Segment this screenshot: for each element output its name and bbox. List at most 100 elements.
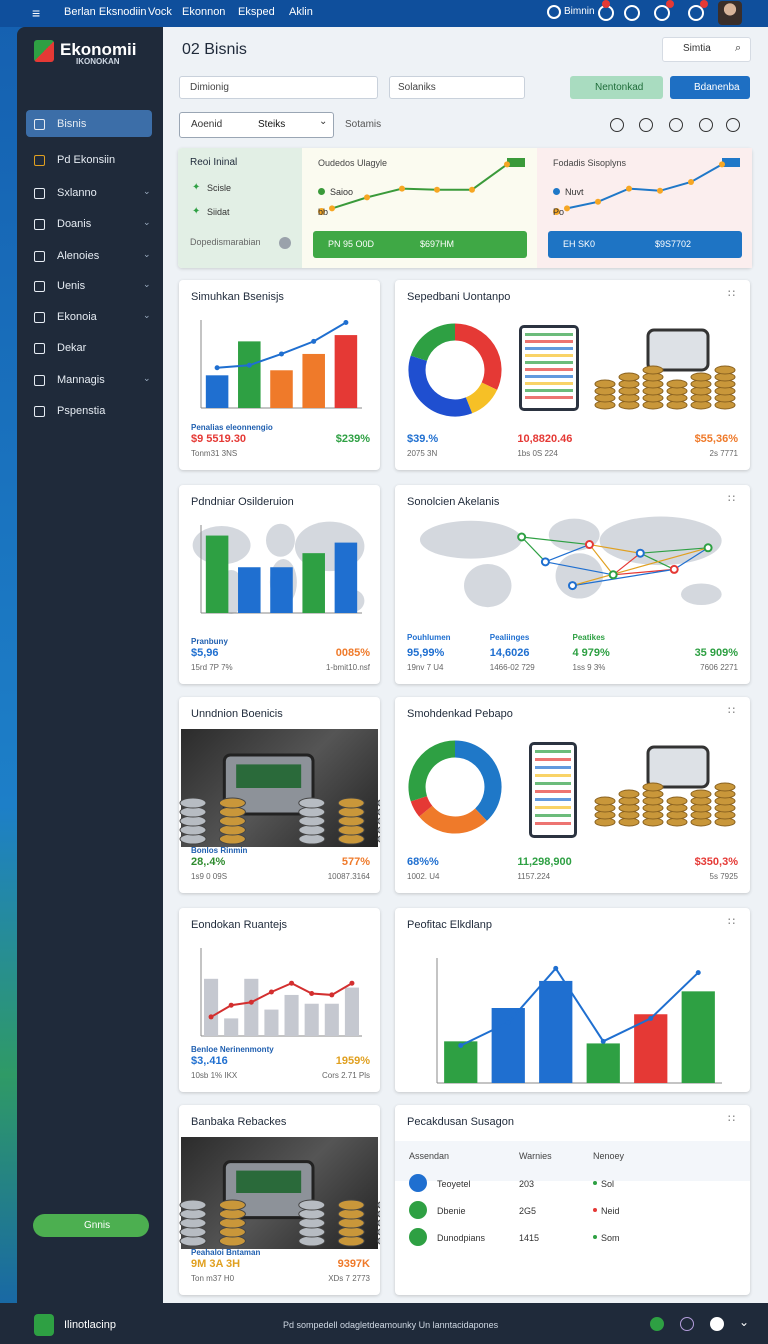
sidebar-button-label[interactable]: Gnnis xyxy=(84,1220,111,1231)
summary-button-text[interactable]: $697HM xyxy=(420,239,455,249)
card: Banbaka Rebackes Peahaloi Bntaman 9M 3A 3H… xyxy=(179,1105,380,1295)
line xyxy=(210,982,353,1018)
status-dot xyxy=(593,1181,597,1185)
network-node xyxy=(635,548,645,558)
nav-link[interactable]: Aklin xyxy=(289,6,313,18)
stat-sub: XDs 7 2773 xyxy=(328,1274,370,1283)
coin xyxy=(377,1201,380,1209)
button[interactable] xyxy=(570,76,663,99)
card-title: Unndnion Boenicis xyxy=(191,708,283,720)
summary-button-text[interactable]: EH SK0 xyxy=(563,239,596,249)
sidebar-icon xyxy=(34,188,45,199)
phone-row xyxy=(535,782,571,785)
phone-row xyxy=(535,758,571,761)
stat-value: $3,.416 xyxy=(191,1055,228,1067)
sidebar-icon xyxy=(34,343,45,354)
coin xyxy=(377,1210,380,1218)
sidebar-item[interactable]: Pspenstia xyxy=(57,405,106,417)
table-header: Warnies xyxy=(519,1151,552,1161)
top-icon[interactable] xyxy=(688,5,704,21)
bar xyxy=(302,353,325,408)
card-menu: ∷ xyxy=(728,705,735,717)
top-icon[interactable] xyxy=(624,5,640,21)
sidebar-item[interactable]: Sxlanno xyxy=(57,187,97,199)
input[interactable] xyxy=(389,76,525,99)
avatar[interactable] xyxy=(718,1,742,25)
network-node xyxy=(584,540,594,550)
summary-button-text[interactable]: $9S7702 xyxy=(655,239,692,249)
stat-sub: Ton m37 H0 xyxy=(191,1274,235,1283)
button[interactable] xyxy=(670,76,750,99)
photo-content xyxy=(179,753,380,845)
nav-link[interactable]: Vock xyxy=(148,6,172,18)
coin xyxy=(377,835,380,843)
button-label[interactable]: Bdanenba xyxy=(694,82,740,93)
footer-icon[interactable] xyxy=(710,1317,724,1331)
bar-chart xyxy=(200,320,362,409)
top-bar xyxy=(0,0,768,27)
coin xyxy=(337,806,365,818)
coin xyxy=(337,1226,365,1238)
top-icon[interactable] xyxy=(654,5,670,21)
chevron: ⌄ xyxy=(143,310,151,320)
line-chart xyxy=(329,161,510,212)
chevron: ⌄ xyxy=(319,116,328,127)
summary-chart-title: Fodadis Sisoplyns xyxy=(553,158,627,168)
stat-value: 9397K xyxy=(337,1258,370,1270)
tool-icon[interactable] xyxy=(699,118,713,132)
sidebar-item[interactable]: Alenoies xyxy=(57,250,100,262)
chevron: ⌄ xyxy=(143,279,151,289)
sidebar-item[interactable]: Bisnis xyxy=(57,118,87,130)
sidebar-item[interactable]: Dekar xyxy=(57,342,87,354)
table-cell: Som xyxy=(601,1233,620,1243)
bar xyxy=(324,1003,339,1036)
card: Sepedbani Uontanpo ∷ $39.% 2075 3N 10,8820.4… xyxy=(395,280,750,470)
tool-icon[interactable] xyxy=(639,118,653,132)
point xyxy=(329,992,335,998)
sidebar-button[interactable] xyxy=(33,1214,149,1237)
point xyxy=(564,205,570,212)
tool-icon[interactable] xyxy=(669,118,683,132)
user-name[interactable]: Bimnin xyxy=(564,6,595,17)
stat-value: 68%% xyxy=(407,856,439,868)
nav-link[interactable]: Berlan Eksnodiin xyxy=(64,6,147,18)
coin xyxy=(594,379,616,389)
sidebar-item[interactable]: Mannagis xyxy=(57,374,105,386)
panel-item: Scisle xyxy=(207,183,232,193)
summary-button-text[interactable]: PN 95 O0D xyxy=(328,239,375,249)
input[interactable] xyxy=(179,76,378,99)
sidebar-icon xyxy=(34,406,45,417)
coin xyxy=(218,797,246,809)
coin xyxy=(179,1199,207,1211)
device-screen xyxy=(236,1170,302,1193)
coin xyxy=(666,379,688,389)
coin xyxy=(298,1235,326,1247)
network-link xyxy=(521,536,590,546)
status-dot xyxy=(593,1208,597,1212)
select[interactable] xyxy=(179,112,334,138)
sidebar-item[interactable]: Ekonoia xyxy=(57,311,97,323)
button-label[interactable]: Nentonkad xyxy=(595,82,644,93)
footer-icon[interactable] xyxy=(650,1317,664,1331)
coin xyxy=(218,833,246,845)
donut-segment xyxy=(454,740,502,821)
sidebar-item[interactable]: Doanis xyxy=(57,218,92,230)
card: Smohdenkad Pebapo ∷ 68%% 1002. U4 11,298,900… xyxy=(395,697,750,893)
tool-icon[interactable] xyxy=(726,118,740,132)
point xyxy=(214,365,220,371)
phone-row xyxy=(525,389,573,392)
tool-icon[interactable] xyxy=(610,118,624,132)
stat-value: 10,8820.46 xyxy=(517,433,573,445)
footer-icon[interactable] xyxy=(680,1317,694,1331)
sidebar-item[interactable]: Pd Ekonsiin xyxy=(57,154,116,166)
point xyxy=(208,1014,214,1020)
nav-link[interactable]: Eksped xyxy=(238,6,275,18)
sidebar-item[interactable]: Uenis xyxy=(57,280,86,292)
nav-link[interactable]: Ekonnon xyxy=(182,6,226,18)
phone-row xyxy=(535,750,571,753)
search-box[interactable] xyxy=(662,37,751,62)
device-screen xyxy=(236,764,302,788)
table-cell: 2G5 xyxy=(519,1206,537,1216)
summary-button[interactable] xyxy=(313,231,527,258)
summary-button[interactable] xyxy=(548,231,742,258)
